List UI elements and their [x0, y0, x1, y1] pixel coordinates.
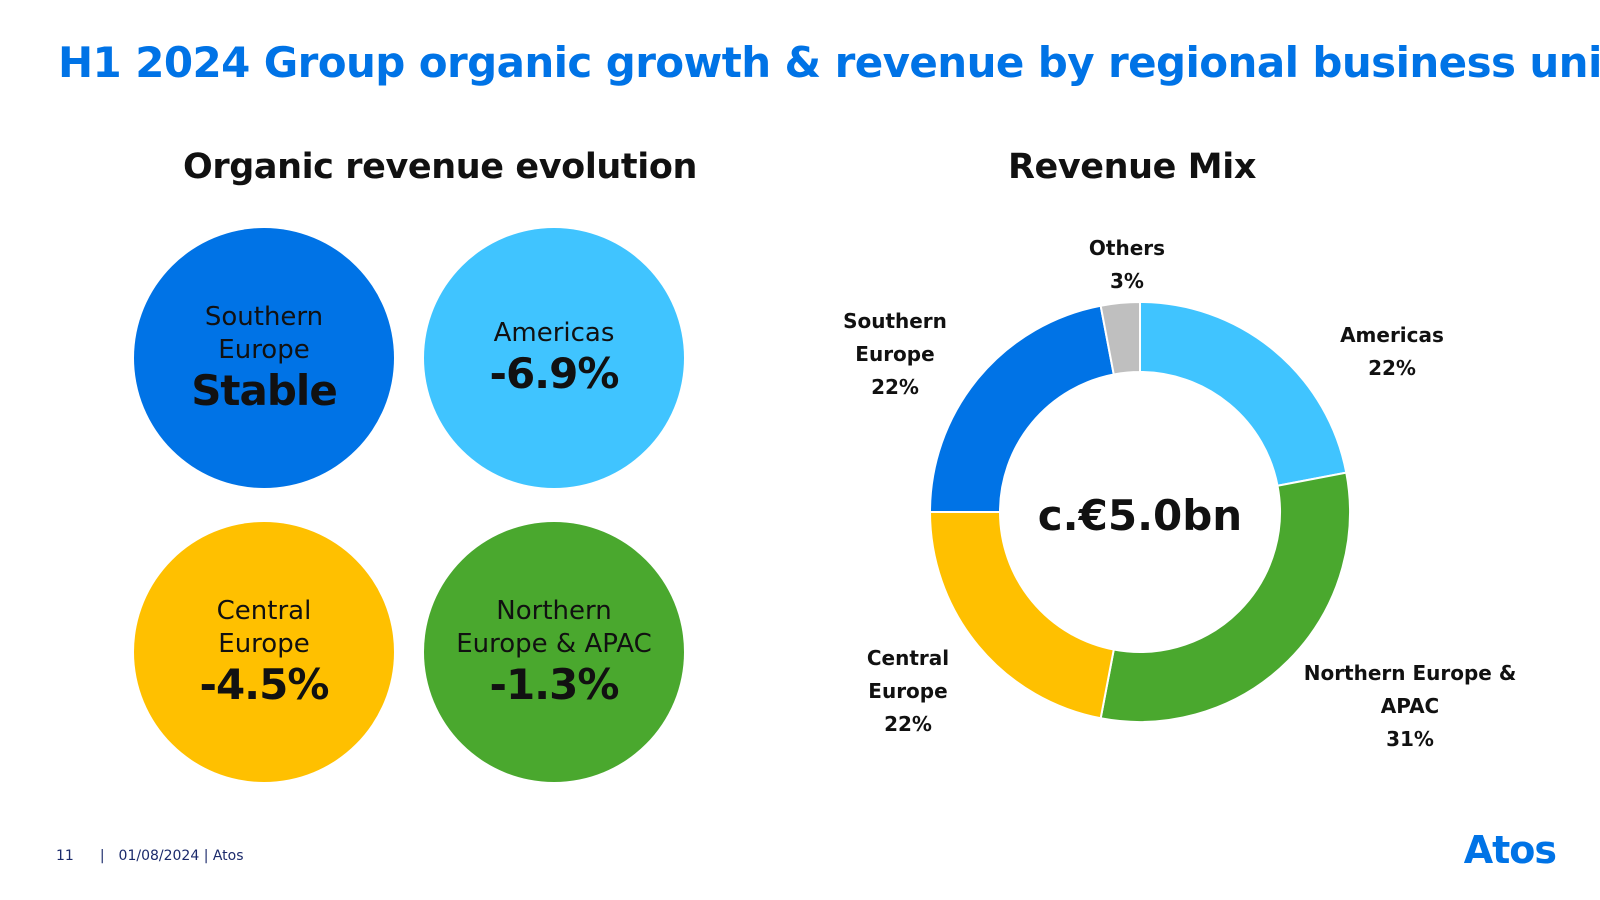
- donut-label-line: 3%: [1110, 269, 1144, 293]
- donut-slice-americas: [1139, 300, 1348, 487]
- donut-label-line: Central: [867, 646, 949, 670]
- bubble-label: Northern Europe & APAC: [456, 595, 652, 659]
- donut-label-southern-europe: Southern Europe 22%: [843, 309, 947, 399]
- bubble-label: Southern Europe: [204, 301, 324, 365]
- bubble-northern-europe-apac: Northern Europe & APAC -1.3%: [424, 522, 684, 782]
- footer-date-company: 01/08/2024 | Atos: [118, 848, 244, 864]
- donut-slice-others: [1099, 300, 1141, 376]
- donut-slices: [928, 300, 1351, 723]
- bubble-central-europe: Central Europe -4.5%: [134, 522, 394, 782]
- donut-label-line: 31%: [1386, 727, 1434, 751]
- donut-label-line: Europe: [855, 342, 934, 366]
- bubble-value: -1.3%: [489, 660, 620, 710]
- bubble-label: Americas: [493, 318, 615, 349]
- donut-slice-southern-europe: [928, 304, 1115, 513]
- donut-label-others: Others 3%: [1089, 236, 1165, 293]
- donut-labels: Americas 22% Northern Europe & APAC 31% Centr…: [843, 236, 1516, 751]
- bubble-label: Central Europe: [216, 595, 312, 659]
- donut-label-line: Americas: [1340, 323, 1444, 347]
- donut-label-line: Southern: [843, 309, 947, 333]
- donut-label-line: Northern Europe &: [1304, 661, 1517, 685]
- donut-center-total: c.€5.0bn: [1038, 491, 1242, 540]
- footer-separator: |: [99, 848, 105, 864]
- bubble-value: -6.9%: [489, 349, 620, 399]
- donut-label-americas: Americas 22%: [1340, 323, 1444, 380]
- revenue-mix-title: Revenue Mix: [1008, 147, 1256, 187]
- donut-label-line: APAC: [1381, 694, 1439, 718]
- donut-label-central-europe: Central Europe 22%: [867, 646, 949, 736]
- bubble-southern-europe: Southern Europe Stable: [134, 228, 394, 488]
- organic-revenue-title: Organic revenue evolution: [182, 147, 698, 187]
- bubble-value: Stable: [191, 366, 338, 416]
- donut-label-line: Others: [1089, 236, 1165, 260]
- donut-label-line: Europe: [868, 679, 947, 703]
- page-number: 11: [56, 848, 74, 864]
- atos-logo: Atos: [1463, 828, 1557, 872]
- donut-label-line: 22%: [884, 712, 932, 736]
- donut-label-northern-europe-apac: Northern Europe & APAC 31%: [1304, 661, 1517, 751]
- footer: 11 | 01/08/2024 | Atos: [56, 848, 244, 864]
- donut-slice-northern-europe-apac: [1099, 471, 1351, 723]
- page-title: H1 2024 Group organic growth & revenue b…: [58, 38, 1600, 87]
- donut-label-line: 22%: [871, 375, 919, 399]
- bubble-value: -4.5%: [199, 660, 330, 710]
- bubble-americas: Americas -6.9%: [424, 228, 684, 488]
- donut-label-line: 22%: [1368, 356, 1416, 380]
- donut-slice-central-europe: [928, 511, 1115, 720]
